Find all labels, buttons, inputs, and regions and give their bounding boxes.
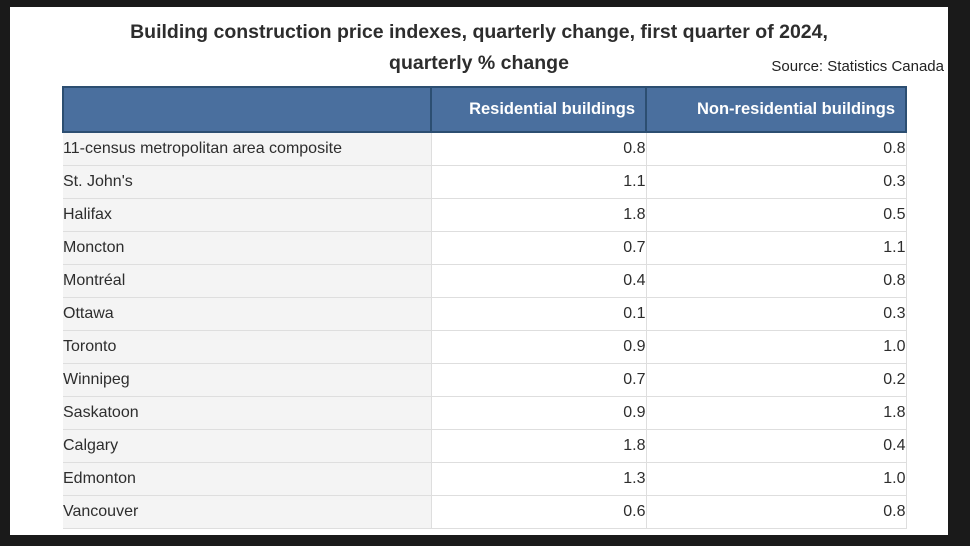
source-credit: Source: Statistics Canada: [771, 58, 944, 75]
value-cell: 0.3: [645, 165, 907, 199]
table-row: Vancouver 0.6 0.8: [63, 495, 907, 529]
value-cell: 1.0: [645, 330, 907, 364]
table-header-row: Residential buildings Non-residential bu…: [62, 86, 907, 133]
value-cell: 0.5: [645, 198, 907, 232]
table-row: 11-census metropolitan area composite 0.8…: [63, 132, 907, 166]
table-row: Halifax 1.8 0.5: [63, 198, 907, 232]
table-row: Saskatoon 0.9 1.8: [63, 396, 907, 430]
row-label: Montréal: [63, 264, 431, 298]
value-cell: 1.3: [430, 462, 646, 496]
chart-title-line1: Building construction price indexes, qua…: [130, 21, 828, 43]
table-row: Calgary 1.8 0.4: [63, 429, 907, 463]
row-label: Moncton: [63, 231, 431, 265]
row-label: Toronto: [63, 330, 431, 364]
value-cell: 0.9: [430, 330, 646, 364]
data-table: Residential buildings Non-residential bu…: [62, 86, 907, 529]
value-cell: 0.9: [430, 396, 646, 430]
chart-container: Building construction price indexes, qua…: [10, 7, 948, 535]
value-cell: 0.8: [645, 132, 907, 166]
row-label: Calgary: [63, 429, 431, 463]
value-cell: 0.2: [645, 363, 907, 397]
row-label: Saskatoon: [63, 396, 431, 430]
row-label: St. John's: [63, 165, 431, 199]
value-cell: 1.8: [430, 429, 646, 463]
value-cell: 0.3: [645, 297, 907, 331]
row-label: Ottawa: [63, 297, 431, 331]
column-header-residential: Residential buildings: [430, 86, 647, 133]
table-row: Toronto 0.9 1.0: [63, 330, 907, 364]
row-label: Vancouver: [63, 495, 431, 529]
table-row: Edmonton 1.3 1.0: [63, 462, 907, 496]
value-cell: 1.8: [645, 396, 907, 430]
value-cell: 0.4: [645, 429, 907, 463]
value-cell: 1.8: [430, 198, 646, 232]
value-cell: 0.7: [430, 231, 646, 265]
column-header-non-residential: Non-residential buildings: [645, 86, 907, 133]
value-cell: 0.7: [430, 363, 646, 397]
value-cell: 1.1: [645, 231, 907, 265]
table-row: Ottawa 0.1 0.3: [63, 297, 907, 331]
value-cell: 0.8: [645, 495, 907, 529]
table-row: Montréal 0.4 0.8: [63, 264, 907, 298]
row-label: Edmonton: [63, 462, 431, 496]
row-label: Winnipeg: [63, 363, 431, 397]
value-cell: 0.1: [430, 297, 646, 331]
value-cell: 0.6: [430, 495, 646, 529]
table-row: Winnipeg 0.7 0.2: [63, 363, 907, 397]
value-cell: 1.1: [430, 165, 646, 199]
chart-title: Building construction price indexes, qua…: [10, 7, 948, 79]
value-cell: 1.0: [645, 462, 907, 496]
row-label: Halifax: [63, 198, 431, 232]
value-cell: 0.8: [645, 264, 907, 298]
value-cell: 0.4: [430, 264, 646, 298]
chart-title-line2: quarterly % change: [389, 52, 569, 74]
value-cell: 0.8: [430, 132, 646, 166]
corner-header-cell: [62, 86, 432, 133]
row-label: 11-census metropolitan area composite: [63, 132, 431, 166]
table-row: Moncton 0.7 1.1: [63, 231, 907, 265]
table-row: St. John's 1.1 0.3: [63, 165, 907, 199]
